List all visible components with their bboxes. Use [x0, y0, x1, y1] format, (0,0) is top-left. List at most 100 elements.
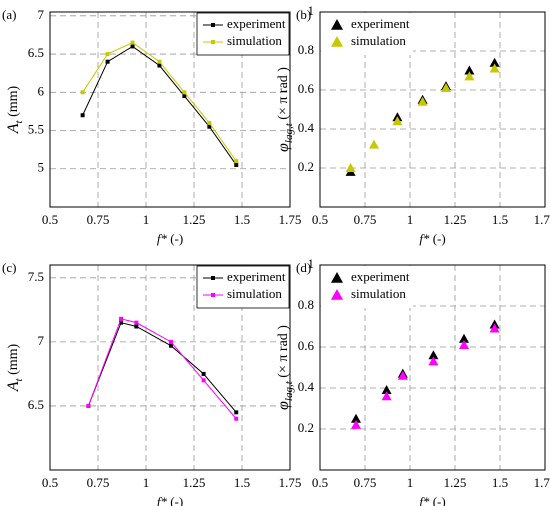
x-tick-label: 1.25 [183, 212, 206, 227]
marker [105, 52, 110, 57]
marker [351, 413, 361, 423]
marker [157, 59, 162, 64]
panel-tag: (d) [296, 260, 311, 275]
marker [381, 391, 392, 401]
marker [182, 94, 187, 99]
x-label-symbol: f* [419, 494, 430, 506]
legend-box [196, 265, 290, 309]
axes-frame [319, 264, 546, 471]
y-label-symbol: A [5, 123, 22, 134]
legend-label: simulation [351, 286, 406, 301]
y-axis-label: At (mm) [5, 85, 25, 134]
marker [351, 419, 361, 429]
x-label-symbol: f* [157, 494, 168, 506]
series-line [87, 318, 237, 420]
y-tick-label: 6 [38, 83, 45, 98]
y-label-unit: (mm) [6, 343, 21, 378]
x-tick-label: 1.25 [444, 212, 467, 227]
y-tick-label: 0.8 [298, 297, 314, 312]
legend-label: experiment [227, 16, 286, 31]
x-axis-label: f* (-) [157, 231, 183, 246]
x-tick-label: 0.75 [87, 212, 110, 227]
marker [201, 371, 206, 376]
y-tick-label: 0.8 [298, 42, 314, 57]
y-label-sub: lag,t [283, 380, 295, 401]
x-tick-label: 1.5 [492, 212, 508, 227]
y-label-unit: (× π rad ) [276, 325, 291, 382]
y-axis-label: φlag,t (× π rad ) [275, 325, 295, 410]
x-axis-label: f* (-) [157, 494, 183, 506]
x-label-symbol: f* [157, 231, 168, 246]
legend-box [321, 13, 413, 55]
x-tick-label: 0.75 [354, 475, 377, 490]
y-tick-label: 7 [38, 7, 45, 22]
marker [182, 90, 187, 95]
x-tick-label: 0.5 [312, 212, 328, 227]
marker [119, 320, 124, 325]
marker [489, 323, 500, 333]
marker [234, 162, 239, 167]
marker [134, 320, 139, 325]
y-tick-label: 7.5 [28, 269, 44, 284]
marker [489, 63, 500, 73]
y-label-symbol: φ [275, 143, 292, 152]
legend-label: experiment [351, 16, 410, 31]
marker [105, 59, 110, 64]
marker [168, 339, 173, 344]
y-tick-label: 6.5 [28, 45, 44, 60]
marker [130, 40, 135, 45]
x-label-symbol: f* [419, 231, 430, 246]
legend-marker [211, 276, 215, 280]
y-tick-label: 0.4 [298, 120, 315, 135]
legend-marker [331, 272, 343, 283]
panel-tag: (c) [2, 260, 16, 275]
marker [345, 163, 356, 172]
y-tick-label: 0.2 [298, 159, 314, 174]
x-tick-label: 0.75 [87, 475, 110, 490]
x-tick-label: 1.5 [234, 212, 250, 227]
x-axis-label: f* (-) [419, 494, 445, 506]
legend-marker [331, 289, 343, 300]
y-tick-label: 5 [38, 160, 45, 175]
marker [157, 63, 162, 68]
y-tick-label: 6.5 [28, 397, 44, 412]
marker [441, 83, 451, 93]
y-label-unit: (mm) [6, 85, 21, 120]
x-tick-label: 1 [143, 212, 150, 227]
y-tick-label: 0.2 [298, 420, 314, 435]
marker [464, 65, 475, 75]
marker [130, 44, 135, 49]
x-tick-label: 0.5 [42, 475, 58, 490]
marker [459, 339, 469, 349]
panel-tag: (a) [2, 7, 16, 22]
legend-label: experiment [227, 269, 286, 284]
y-tick-label: 1 [308, 256, 315, 271]
y-tick-label: 0.6 [298, 338, 315, 353]
y-axis-label: φlag,t (× π rad ) [275, 67, 295, 152]
marker [80, 90, 85, 95]
y-label-symbol: φ [275, 401, 292, 410]
marker [119, 316, 124, 321]
legend-marker [211, 23, 215, 27]
x-tick-label: 1.75 [279, 475, 302, 490]
marker [234, 416, 239, 421]
y-label-sub: lag,t [283, 122, 295, 143]
marker [207, 120, 212, 125]
legend-label: simulation [227, 286, 282, 301]
legend-label: simulation [227, 33, 282, 48]
legend-marker [331, 19, 343, 30]
x-tick-label: 1.75 [534, 212, 550, 227]
marker [428, 356, 439, 366]
marker [397, 370, 408, 380]
x-tick-label: 0.5 [312, 475, 328, 490]
axes-frame [319, 11, 546, 208]
x-label-unit: (-) [429, 494, 445, 506]
x-tick-label: 1 [143, 475, 150, 490]
panel-tag: (b) [296, 7, 311, 22]
marker [86, 403, 91, 408]
y-tick-label: 1 [308, 3, 315, 18]
x-tick-label: 0.5 [42, 212, 58, 227]
marker [234, 159, 239, 164]
x-tick-label: 1.25 [444, 475, 467, 490]
x-tick-label: 1.75 [534, 475, 550, 490]
